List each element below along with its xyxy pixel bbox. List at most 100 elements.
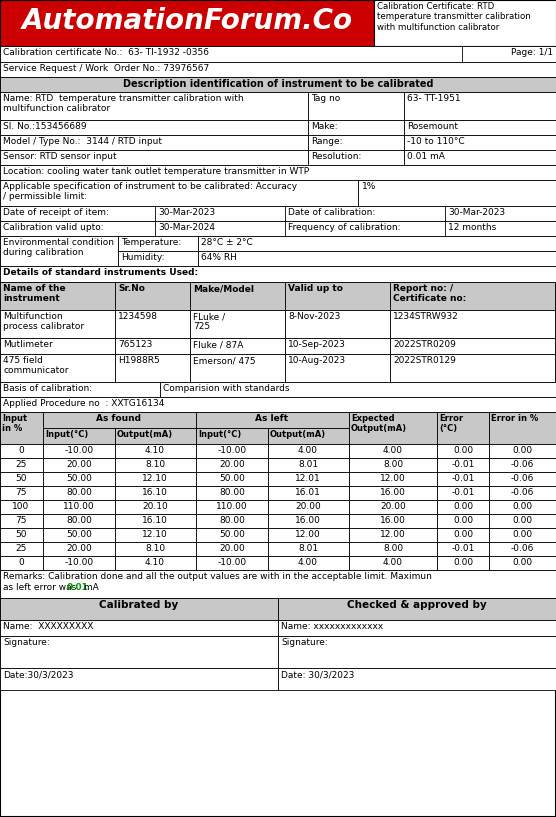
- Text: As left: As left: [255, 414, 289, 423]
- Bar: [115, 354, 190, 382]
- Text: 4.10: 4.10: [145, 558, 165, 567]
- Text: 0.00: 0.00: [453, 530, 473, 539]
- Bar: [285, 282, 390, 310]
- Text: -0.06: -0.06: [510, 488, 534, 497]
- Text: Emerson/ 475: Emerson/ 475: [193, 356, 256, 365]
- Text: mA: mA: [81, 583, 99, 592]
- Bar: [0, 472, 43, 486]
- Text: Make:: Make:: [311, 122, 337, 131]
- Text: 0.00: 0.00: [453, 558, 473, 567]
- Text: 16.10: 16.10: [142, 488, 168, 497]
- Bar: [268, 514, 349, 528]
- Bar: [489, 444, 556, 458]
- Bar: [0, 636, 278, 668]
- Text: Name:  XXXXXXXXX: Name: XXXXXXXXX: [3, 622, 93, 631]
- Bar: [0, 150, 308, 165]
- Text: 8.10: 8.10: [145, 460, 165, 469]
- Bar: [0, 598, 278, 620]
- Text: 8.00: 8.00: [383, 544, 403, 553]
- Text: Remarks: Calibration done and all the output values are with in the acceptable l: Remarks: Calibration done and all the ou…: [3, 572, 432, 581]
- Text: 0.00: 0.00: [453, 502, 473, 511]
- Bar: [198, 236, 556, 251]
- Text: 20.10: 20.10: [142, 502, 168, 511]
- Bar: [278, 636, 556, 668]
- Bar: [0, 382, 160, 397]
- Text: 1234STRW932: 1234STRW932: [393, 312, 459, 321]
- Text: 12 months: 12 months: [448, 223, 497, 232]
- Text: 30-Mar-2023: 30-Mar-2023: [448, 208, 505, 217]
- Bar: [0, 165, 556, 180]
- Bar: [489, 472, 556, 486]
- Text: Description identification of instrument to be calibrated: Description identification of instrument…: [123, 79, 433, 89]
- Text: -10.00: -10.00: [64, 558, 93, 567]
- Text: As found: As found: [97, 414, 141, 423]
- Text: Date: 30/3/2023: Date: 30/3/2023: [281, 670, 354, 679]
- Text: -10.00: -10.00: [217, 558, 246, 567]
- Bar: [115, 556, 196, 570]
- Text: -10.00: -10.00: [217, 446, 246, 455]
- Bar: [0, 236, 118, 266]
- Text: 100: 100: [12, 502, 29, 511]
- Text: 28°C ± 2°C: 28°C ± 2°C: [201, 238, 253, 247]
- Text: -10 to 110°C: -10 to 110°C: [407, 137, 465, 146]
- Bar: [115, 428, 196, 444]
- Bar: [190, 354, 285, 382]
- Text: -0.06: -0.06: [510, 474, 534, 483]
- Text: Name: xxxxxxxxxxxxx: Name: xxxxxxxxxxxxx: [281, 622, 383, 631]
- Text: 0: 0: [18, 446, 24, 455]
- Text: 12.10: 12.10: [142, 530, 168, 539]
- Text: Frequency of calibration:: Frequency of calibration:: [288, 223, 400, 232]
- Text: 20.00: 20.00: [219, 460, 245, 469]
- Bar: [437, 542, 489, 556]
- Bar: [437, 528, 489, 542]
- Bar: [404, 150, 556, 165]
- Bar: [404, 120, 556, 135]
- Bar: [43, 428, 115, 444]
- Bar: [43, 528, 115, 542]
- Bar: [115, 472, 196, 486]
- Text: Temperature:: Temperature:: [121, 238, 181, 247]
- Bar: [190, 282, 285, 310]
- Bar: [115, 500, 196, 514]
- Bar: [349, 500, 437, 514]
- Text: Environmental condition
during calibration: Environmental condition during calibrati…: [3, 238, 114, 257]
- Text: 475 field
communicator: 475 field communicator: [3, 356, 68, 375]
- Bar: [390, 354, 555, 382]
- Text: -0.06: -0.06: [510, 460, 534, 469]
- Text: 20.00: 20.00: [219, 544, 245, 553]
- Text: 110.00: 110.00: [216, 502, 248, 511]
- Text: 25: 25: [16, 544, 27, 553]
- Text: 16.10: 16.10: [142, 516, 168, 525]
- Text: 50: 50: [15, 474, 27, 483]
- Text: Name of the
instrument: Name of the instrument: [3, 284, 66, 303]
- Text: 75: 75: [15, 488, 27, 497]
- Bar: [349, 486, 437, 500]
- Bar: [196, 528, 268, 542]
- Text: 8.00: 8.00: [383, 460, 403, 469]
- Text: 80.00: 80.00: [219, 488, 245, 497]
- Text: 20.00: 20.00: [66, 544, 92, 553]
- Text: Error in %: Error in %: [491, 414, 538, 423]
- Bar: [196, 458, 268, 472]
- Bar: [196, 514, 268, 528]
- Bar: [489, 458, 556, 472]
- Bar: [268, 428, 349, 444]
- Bar: [374, 0, 556, 46]
- Bar: [437, 500, 489, 514]
- Text: Applied Procedure no  : XXTG16134: Applied Procedure no : XXTG16134: [3, 399, 165, 408]
- Bar: [437, 472, 489, 486]
- Bar: [115, 444, 196, 458]
- Text: 30-Mar-2023: 30-Mar-2023: [158, 208, 215, 217]
- Bar: [196, 444, 268, 458]
- Bar: [0, 92, 308, 120]
- Bar: [115, 310, 190, 338]
- Bar: [278, 620, 556, 636]
- Text: 20.00: 20.00: [295, 502, 321, 511]
- Bar: [196, 556, 268, 570]
- Text: 765123: 765123: [118, 340, 152, 349]
- Text: 110.00: 110.00: [63, 502, 95, 511]
- Bar: [404, 92, 556, 120]
- Text: Calibration valid upto:: Calibration valid upto:: [3, 223, 103, 232]
- Text: 16.01: 16.01: [295, 488, 321, 497]
- Text: 10-Sep-2023: 10-Sep-2023: [288, 340, 346, 349]
